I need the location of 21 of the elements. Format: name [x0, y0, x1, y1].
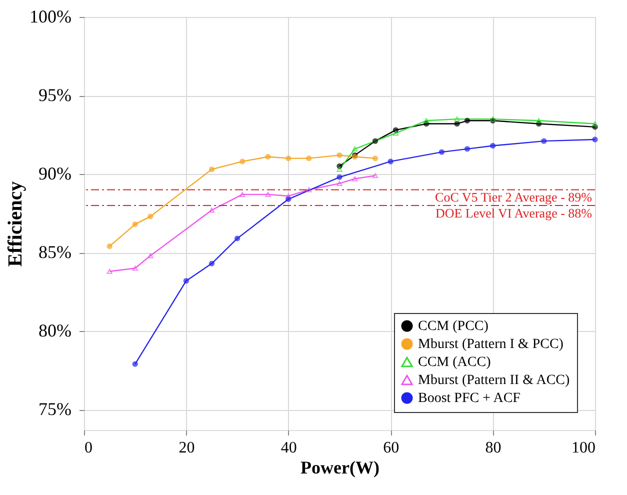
- legend-label: Boost PFC + ACF: [418, 391, 521, 406]
- x-tick-label: 40: [280, 440, 297, 456]
- x-tick-label: 100: [572, 440, 596, 456]
- ref-line-label: CoC V5 Tier 2 Average - 89%: [435, 190, 592, 205]
- ref-line-label: DOE Level VI Average - 88%: [435, 205, 592, 220]
- y-tick-label: 100%: [30, 6, 72, 26]
- y-tick-label: 75%: [38, 399, 72, 420]
- y-tick-label: 80%: [38, 320, 72, 341]
- y-tick-label: 90%: [38, 164, 72, 184]
- y-tick-label: 95%: [38, 85, 72, 106]
- x-tick-label: 60: [383, 440, 400, 456]
- y-axis-title: Efficiency: [4, 181, 27, 267]
- x-tick-label: 20: [178, 440, 195, 456]
- y-tick-label: 85%: [38, 242, 72, 262]
- legend-label: CCM (PCC): [418, 319, 489, 334]
- x-tick-label: 0: [84, 440, 92, 456]
- x-tick-label: 80: [485, 440, 502, 456]
- x-axis-title: Power(W): [300, 458, 380, 478]
- legend-label: Mburst (Pattern II & ACC): [418, 373, 570, 388]
- legend-label: Mburst (Pattern I & PCC): [418, 337, 564, 352]
- legend-label: CCM (ACC): [418, 355, 492, 370]
